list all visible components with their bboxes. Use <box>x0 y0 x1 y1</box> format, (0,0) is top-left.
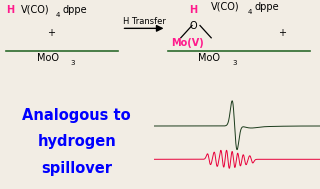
Text: O: O <box>190 21 197 31</box>
Text: H Transfer: H Transfer <box>123 17 165 26</box>
Text: 4: 4 <box>56 12 60 18</box>
Text: +: + <box>47 28 55 38</box>
Text: V(CO): V(CO) <box>21 5 49 15</box>
Text: MoO: MoO <box>198 53 220 63</box>
Text: 4: 4 <box>248 9 252 15</box>
Text: hydrogen: hydrogen <box>37 134 116 149</box>
Text: spillover: spillover <box>41 161 112 176</box>
Text: 3: 3 <box>232 60 236 67</box>
Text: dppe: dppe <box>254 2 279 12</box>
Text: Mo(V): Mo(V) <box>171 38 204 48</box>
Text: MoO: MoO <box>37 53 59 63</box>
Text: +: + <box>278 28 286 38</box>
Text: V(CO): V(CO) <box>211 2 240 12</box>
Text: 3: 3 <box>70 60 75 67</box>
Text: dppe: dppe <box>62 5 87 15</box>
Text: H: H <box>6 5 14 15</box>
Text: Analogous to: Analogous to <box>22 108 131 123</box>
Text: H: H <box>189 5 198 15</box>
